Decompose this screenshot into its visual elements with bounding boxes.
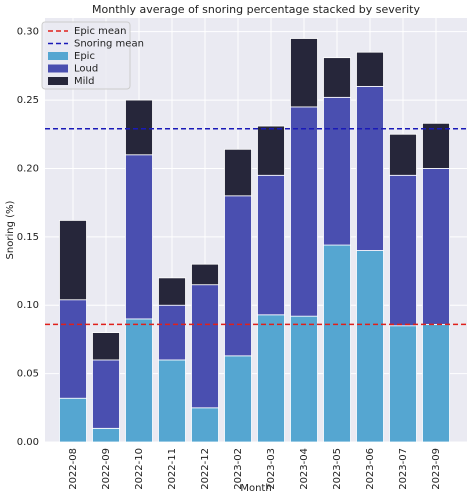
bar [191, 284, 219, 409]
x-tick-label: 2023-05 [332, 448, 343, 490]
bar [389, 174, 417, 327]
bar [257, 125, 285, 176]
bar [59, 220, 87, 301]
y-tick-label: 0.20 [17, 163, 39, 174]
bar [356, 85, 384, 251]
bar [290, 38, 318, 108]
legend-swatch [48, 52, 68, 60]
legend-swatch [48, 64, 68, 73]
bar [224, 355, 252, 443]
x-tick-label: 2022-09 [101, 448, 112, 490]
y-tick-label: 0.30 [17, 27, 39, 38]
bar [257, 314, 285, 443]
reference-lines [45, 128, 467, 326]
y-axis-label: Snoring (%) [5, 200, 16, 259]
bar [125, 99, 153, 156]
y-tick-label: 0.15 [17, 232, 39, 243]
bar [59, 397, 87, 443]
y-tick-label: 0.10 [17, 300, 39, 311]
legend-label: Epic [74, 51, 95, 62]
legend-label: Epic mean [74, 26, 126, 37]
bar [257, 174, 285, 316]
legend-label: Mild [74, 76, 95, 87]
x-tick-label: 2023-03 [266, 448, 277, 490]
bar [125, 154, 153, 320]
bar [158, 277, 186, 306]
bar [224, 195, 252, 357]
bar [158, 359, 186, 443]
legend-label: Snoring mean [74, 39, 144, 50]
bar [323, 244, 351, 443]
x-tick-label: 2023-02 [233, 448, 244, 490]
bar [422, 122, 450, 169]
chart-title: Monthly average of snoring percentage st… [92, 3, 420, 16]
bar [92, 427, 120, 443]
x-tick-label: 2022-08 [68, 448, 79, 490]
y-tick-label: 0.25 [17, 95, 39, 106]
legend-label: Loud [74, 64, 98, 75]
y-tick-label: 0.05 [17, 369, 39, 380]
bar [323, 57, 351, 98]
x-tick-label: 2023-09 [431, 448, 442, 490]
bar [191, 263, 219, 286]
bars [59, 38, 450, 443]
y-tick-label: 0.00 [17, 437, 39, 448]
x-tick-label: 2023-04 [299, 448, 310, 490]
bar [422, 168, 450, 325]
x-axis-label: Month [240, 483, 271, 494]
bar [59, 299, 87, 399]
bar [389, 325, 417, 443]
bar [92, 359, 120, 429]
x-tick-label: 2022-10 [134, 448, 145, 490]
x-tick-label: 2023-06 [365, 448, 376, 490]
bar [290, 315, 318, 443]
bar [158, 304, 186, 361]
x-tick-label: 2022-12 [200, 448, 211, 490]
bar [290, 106, 318, 317]
bar [191, 407, 219, 443]
bar [422, 323, 450, 443]
bar [323, 96, 351, 246]
x-tick-label: 2022-11 [167, 448, 178, 490]
legend-swatch [48, 77, 68, 85]
bar [92, 332, 120, 361]
bar [224, 148, 252, 197]
bar [356, 51, 384, 87]
x-tick-label: 2023-07 [398, 448, 409, 490]
bar [389, 133, 417, 176]
bar [356, 250, 384, 443]
bar [125, 318, 153, 443]
